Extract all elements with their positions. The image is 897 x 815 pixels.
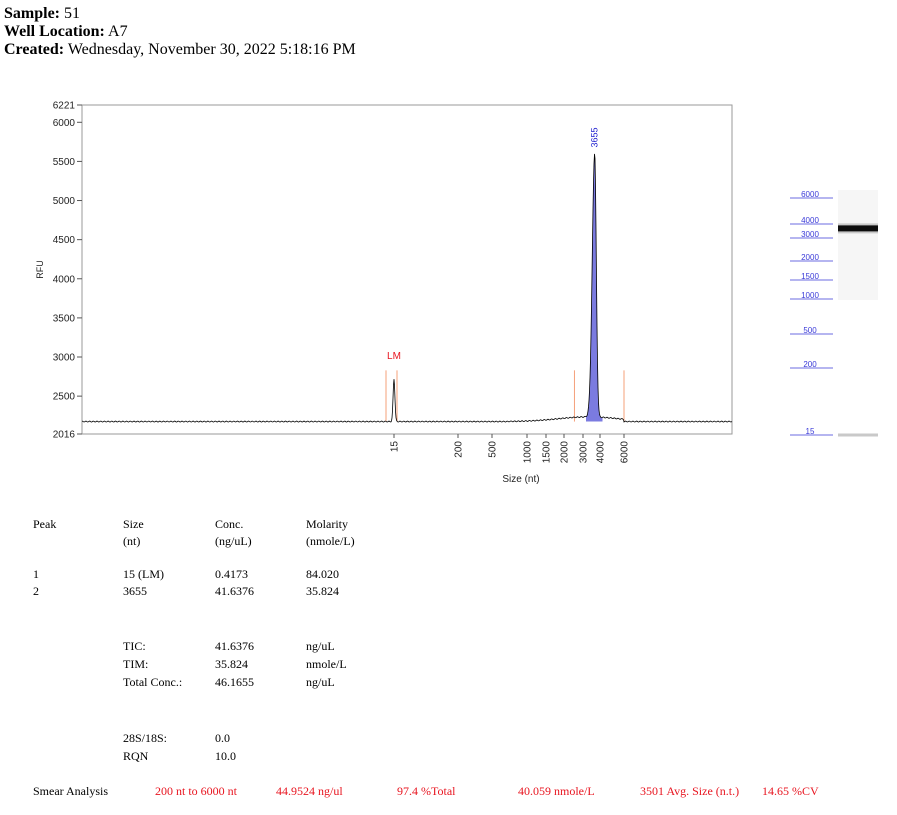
- well-location-line: Well Location: A7: [4, 22, 128, 42]
- peak-molarity: 84.020: [306, 567, 339, 581]
- rfu-trace: [81, 153, 733, 423]
- smear-range: 200 nt to 6000 nt: [155, 784, 238, 798]
- rqn-value: 10.0: [215, 749, 236, 763]
- sample-line: Sample: 51: [4, 4, 80, 24]
- x-tick-label: 200: [454, 441, 465, 458]
- y-tick-label: 4000: [53, 274, 76, 285]
- y-tick-label: 6000: [53, 118, 76, 129]
- peak-conc: 41.6376: [215, 584, 254, 598]
- peak-size: 15 (LM): [123, 567, 164, 581]
- lane-background: [838, 190, 878, 300]
- sample-band: [838, 225, 878, 232]
- y-tick-label: 2016: [53, 430, 76, 441]
- gel-lane: 6000 4000 3000 2000 1500 1000 500 200 15: [790, 190, 878, 437]
- total-conc-label: Total Conc.:: [123, 675, 183, 689]
- created-label: Created:: [4, 41, 65, 58]
- y-tick-label: 5500: [53, 157, 76, 168]
- x-tick-label: 2000: [560, 441, 571, 464]
- x-axis-label: Size (nt): [502, 474, 539, 485]
- peak-molarity: 35.824: [306, 584, 339, 598]
- smear-conc: 44.9524 ng/ul: [276, 784, 343, 798]
- peak-conc: 0.4173: [215, 567, 248, 581]
- ladder-label: 1000: [801, 291, 819, 300]
- well-location-label: Well Location:: [4, 23, 105, 40]
- smear-molarity: 40.059 nmole/L: [518, 784, 595, 798]
- total-conc-unit: ng/uL: [306, 675, 335, 689]
- smear-avg-size: 3501 Avg. Size (n.t.): [640, 784, 740, 798]
- ladder-label: 2000: [801, 253, 819, 262]
- tic-unit: ng/uL: [306, 639, 335, 653]
- y-tick-label: 5000: [53, 196, 76, 207]
- peak-number: 1: [33, 567, 39, 581]
- peak-header-conc: Conc. (ng/uL): [215, 517, 252, 548]
- x-tick-label: 1000: [523, 441, 534, 464]
- x-tick-label: 4000: [596, 441, 607, 464]
- tim-unit: nmole/L: [306, 657, 347, 671]
- peak-size: 3655: [123, 584, 147, 598]
- table-row: 1: [33, 566, 39, 583]
- x-tick-label: 6000: [620, 441, 631, 464]
- rqn-label: RQN: [123, 749, 149, 763]
- sample-label: Sample:: [4, 5, 60, 22]
- peak-label-main: 3655: [590, 127, 600, 147]
- y-tick-label: 4500: [53, 235, 76, 246]
- peak-header-peak: Peak: [33, 517, 57, 531]
- ladder-label: 200: [803, 360, 817, 369]
- ladder-label: 6000: [801, 190, 819, 199]
- y-axis-label: RFU: [35, 260, 45, 279]
- electropherogram-chart: 2016 2500 3000 3500 4000 4500 5000 5500 6000 6221…: [35, 101, 733, 485]
- well-location-value: A7: [108, 23, 128, 40]
- x-tick-label: 3000: [579, 441, 590, 464]
- peak-label-lm: LM: [387, 351, 401, 362]
- x-tick-label: 500: [488, 441, 499, 458]
- y-tick-label: 2500: [53, 392, 76, 403]
- x-tick-label: 15: [390, 441, 401, 453]
- smear-analysis-label: Smear Analysis: [33, 784, 108, 798]
- tim-value: 35.824: [215, 657, 248, 671]
- y-tick-label: 3500: [53, 313, 76, 324]
- ladder-label: 15: [806, 427, 815, 436]
- lower-marker-band: [838, 433, 878, 437]
- ladder-label: 3000: [801, 230, 819, 239]
- ratio-label: 28S/18S:: [123, 731, 168, 745]
- created-line: Created: Wednesday, November 30, 2022 5:…: [4, 40, 356, 60]
- main-peak-fill: [586, 153, 603, 422]
- sample-value: 51: [64, 5, 80, 22]
- table-row: 2: [33, 583, 39, 600]
- smear-percent-total: 97.4 %Total: [397, 784, 456, 798]
- created-value: Wednesday, November 30, 2022 5:18:16 PM: [67, 41, 356, 58]
- ratio-value: 0.0: [215, 731, 230, 745]
- peak-header-size: Size (nt): [123, 517, 144, 548]
- tic-value: 41.6376: [215, 639, 254, 653]
- x-tick-label: 1500: [542, 441, 553, 464]
- peak-number: 2: [33, 584, 39, 598]
- ladder-label: 4000: [801, 216, 819, 225]
- peak-header-molarity: Molarity (nmole/L): [306, 517, 355, 548]
- tic-label: TIC:: [123, 639, 146, 653]
- total-conc-value: 46.1655: [215, 675, 254, 689]
- ladder-label: 500: [803, 326, 817, 335]
- y-tick-label: 3000: [53, 353, 76, 364]
- ladder-label: 1500: [801, 272, 819, 281]
- plot-frame: [81, 104, 733, 435]
- y-tick-label: 6221: [53, 101, 76, 112]
- tim-label: TIM:: [123, 657, 149, 671]
- sample-band-glow: [838, 223, 878, 234]
- smear-cv: 14.65 %CV: [762, 784, 819, 798]
